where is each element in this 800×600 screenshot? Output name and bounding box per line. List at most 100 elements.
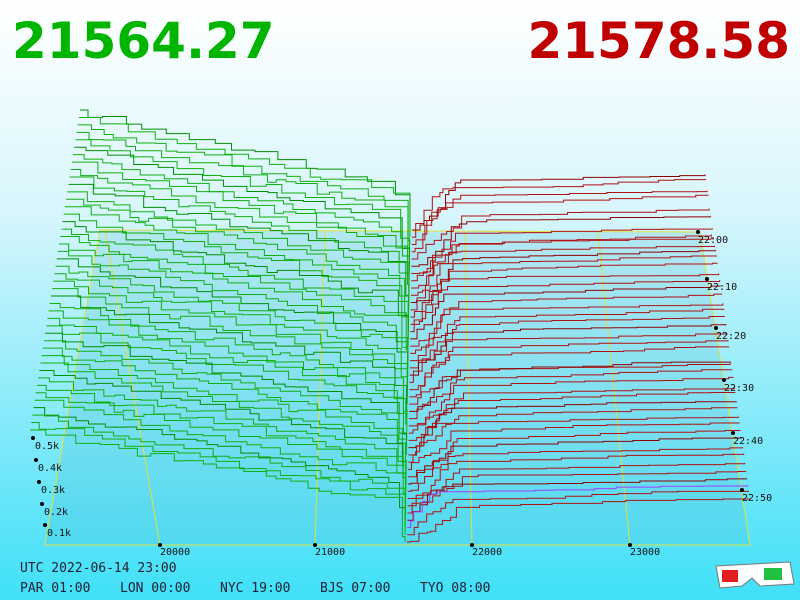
ask-line (409, 333, 728, 383)
ask-line (407, 437, 742, 485)
bid-line (77, 124, 411, 245)
glasses-icon (715, 561, 795, 589)
price-tick (628, 543, 632, 547)
volume-label: 0.1k (47, 528, 71, 539)
bid-line (42, 347, 407, 463)
bid-line (34, 399, 406, 513)
bid-line (69, 176, 410, 296)
ask-line (410, 249, 716, 304)
bid-line (32, 414, 406, 528)
ask-line (409, 315, 725, 369)
floor (44, 229, 751, 546)
time-label: 22:30 (724, 383, 754, 394)
ask-line (409, 308, 725, 362)
bid-line (60, 236, 409, 354)
time-tick (714, 326, 718, 330)
time-label: 22:10 (707, 282, 737, 293)
time-label: 22:50 (742, 493, 772, 504)
ask-line (411, 179, 707, 238)
city-time: LON 00:00 (120, 581, 190, 596)
bid-line (31, 422, 406, 535)
ask-line (408, 422, 740, 470)
ask-line (409, 324, 727, 376)
ask-line (410, 245, 715, 296)
time-tick (722, 378, 726, 382)
bid-line (30, 429, 406, 542)
bid-line (54, 273, 408, 390)
ask-line (409, 340, 729, 391)
bid-line (52, 288, 408, 405)
bid-line (78, 116, 411, 238)
volume-tick (31, 436, 35, 440)
ask-line (410, 262, 718, 318)
ask-line (407, 447, 744, 492)
bid-line (50, 295, 408, 412)
ask-line (407, 485, 749, 528)
ask-line (411, 237, 714, 289)
bid-line (59, 243, 409, 361)
ask-line (410, 303, 724, 354)
ask-line (407, 462, 746, 507)
bid-line (73, 154, 410, 274)
volume-label: 0.3k (41, 485, 65, 496)
price-tick (313, 543, 317, 547)
volume-tick (43, 523, 47, 527)
bid-line (43, 340, 407, 455)
city-time: TYO 08:00 (420, 581, 490, 596)
volume-label: 0.4k (38, 463, 62, 474)
ask-line (411, 190, 708, 246)
bid-line (74, 146, 410, 267)
bid-line (35, 392, 407, 506)
bid-line (68, 183, 410, 303)
bid-price: 21564.27 (12, 12, 275, 70)
bid-line (70, 169, 410, 289)
ask-line (408, 401, 737, 449)
time-tick (705, 277, 709, 281)
price-label: 23000 (630, 547, 660, 558)
bid-line (33, 407, 406, 521)
ask-line (410, 255, 718, 311)
ask-line (407, 471, 747, 514)
price-tick (470, 543, 474, 547)
price-tick (158, 543, 162, 547)
bid-line (39, 369, 407, 484)
time-tick (740, 488, 744, 492)
price-label: 22000 (472, 547, 502, 558)
ask-line (407, 498, 750, 543)
bid-line (75, 139, 411, 260)
ask-line (410, 280, 721, 333)
ask-line (411, 194, 709, 253)
bid-line (66, 198, 410, 318)
bid-line (46, 325, 408, 441)
bid-line (62, 221, 409, 339)
time-label: 22:20 (716, 331, 746, 342)
bid-line (64, 206, 409, 325)
time-label: 22:00 (698, 235, 728, 246)
depth-lines (30, 109, 750, 543)
bid-line (49, 302, 408, 419)
city-time: BJS 07:00 (320, 581, 390, 596)
bid-line (55, 265, 409, 383)
ask-line (408, 392, 736, 441)
ask-line (411, 215, 711, 267)
ask-line (410, 273, 720, 325)
time-tick (731, 431, 735, 435)
ask-line (410, 293, 723, 347)
ask-line (409, 363, 731, 405)
ask-line (411, 208, 710, 260)
bid-line (40, 362, 407, 477)
ask-line (410, 285, 721, 340)
utc-time: UTC 2022-06-14 23:00 (20, 561, 177, 576)
bid-line (36, 384, 407, 499)
ask-line (408, 416, 739, 463)
volume-label: 0.2k (44, 507, 68, 518)
volume-tick (40, 502, 44, 506)
bid-line (53, 280, 408, 397)
ask-line (408, 387, 735, 434)
bid-line (45, 332, 408, 448)
ask-line (407, 453, 745, 499)
ask-line (408, 376, 734, 427)
ask-line (408, 407, 738, 456)
time-tick (696, 230, 700, 234)
